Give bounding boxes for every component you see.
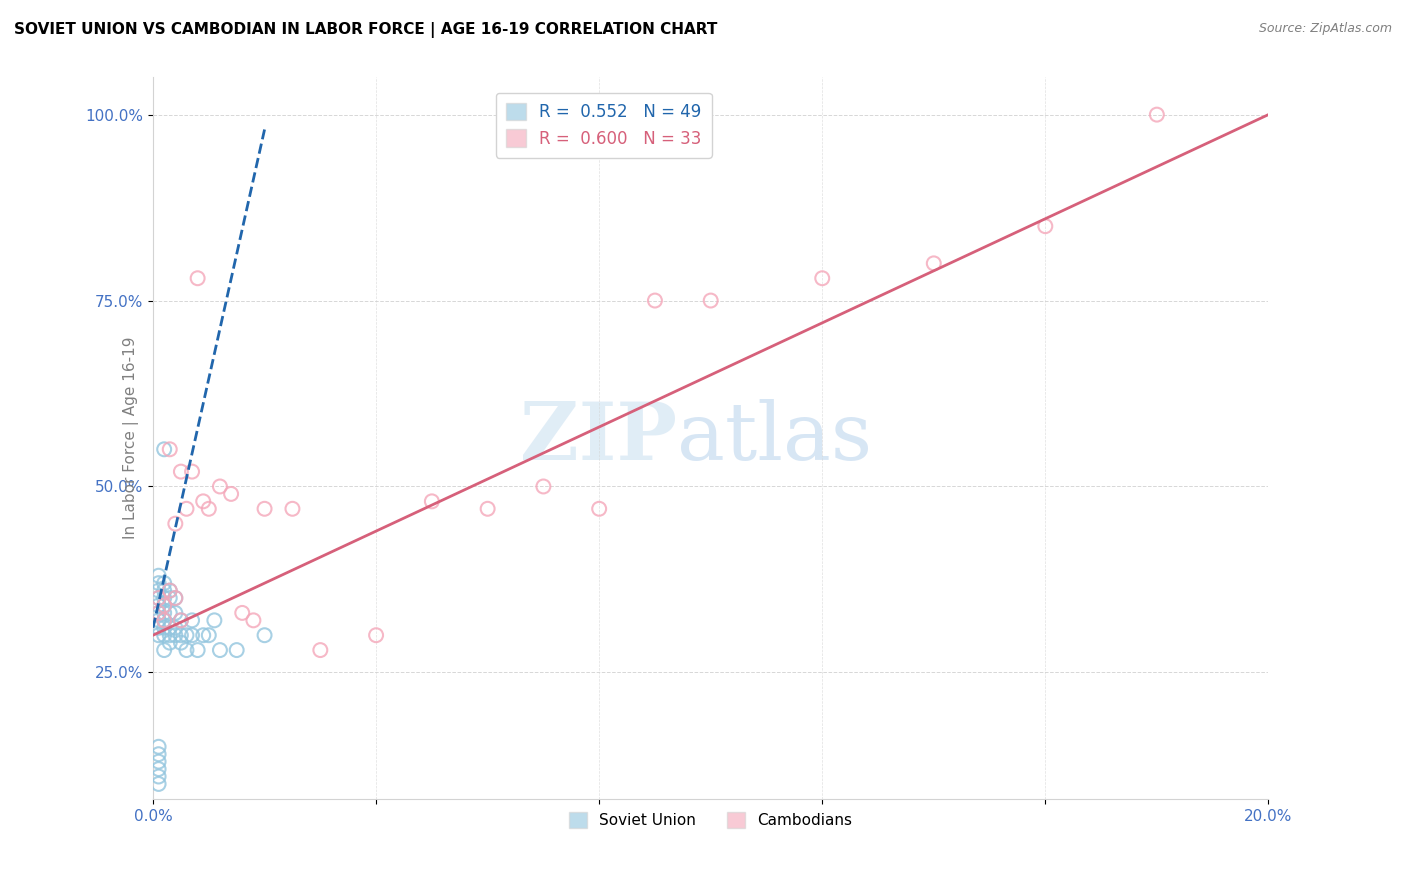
Text: SOVIET UNION VS CAMBODIAN IN LABOR FORCE | AGE 16-19 CORRELATION CHART: SOVIET UNION VS CAMBODIAN IN LABOR FORCE… [14, 22, 717, 38]
Point [170, 635, 193, 649]
Point [253, 628, 276, 642]
Point [159, 621, 181, 635]
Point [153, 621, 176, 635]
Point [153, 606, 176, 620]
Point [170, 465, 193, 479]
Point [202, 613, 225, 627]
Point [148, 576, 170, 591]
Point [159, 628, 181, 642]
Point [153, 591, 176, 605]
Legend: Soviet Union, Cambodians: Soviet Union, Cambodians [562, 806, 859, 835]
Point [159, 591, 181, 605]
Point [153, 613, 176, 627]
Point [176, 628, 198, 642]
Point [208, 643, 231, 657]
Point [159, 583, 181, 598]
Point [165, 516, 187, 531]
Point [644, 293, 666, 308]
Point [187, 643, 209, 657]
Text: ZIP: ZIP [520, 399, 678, 477]
Point [148, 606, 170, 620]
Point [176, 643, 198, 657]
Point [197, 501, 219, 516]
Point [219, 487, 242, 501]
Point [225, 643, 247, 657]
Point [170, 628, 193, 642]
Point [148, 762, 170, 776]
Point [148, 599, 170, 613]
Point [148, 755, 170, 769]
Point [811, 271, 834, 285]
Point [181, 628, 204, 642]
Point [153, 583, 176, 598]
Point [281, 501, 304, 516]
Point [165, 628, 187, 642]
Point [197, 628, 219, 642]
Point [148, 777, 170, 791]
Y-axis label: In Labor Force | Age 16-19: In Labor Force | Age 16-19 [124, 337, 139, 540]
Point [181, 465, 204, 479]
Point [148, 628, 170, 642]
Point [242, 613, 264, 627]
Point [193, 628, 215, 642]
Point [148, 621, 170, 635]
Point [420, 494, 443, 508]
Point [531, 479, 554, 493]
Point [148, 591, 170, 605]
Point [153, 576, 176, 591]
Point [153, 613, 176, 627]
Point [170, 613, 193, 627]
Point [922, 256, 945, 270]
Point [193, 494, 215, 508]
Point [159, 583, 181, 598]
Point [153, 643, 176, 657]
Point [165, 591, 187, 605]
Point [148, 606, 170, 620]
Point [153, 599, 176, 613]
Point [165, 606, 187, 620]
Point [153, 442, 176, 457]
Point [153, 628, 176, 642]
Point [148, 770, 170, 784]
Point [1033, 219, 1056, 234]
Point [588, 501, 610, 516]
Point [1146, 108, 1168, 122]
Point [364, 628, 387, 642]
Point [699, 293, 721, 308]
Point [153, 599, 176, 613]
Text: atlas: atlas [678, 399, 872, 477]
Point [165, 621, 187, 635]
Point [148, 613, 170, 627]
Point [148, 739, 170, 754]
Point [165, 591, 187, 605]
Point [181, 613, 204, 627]
Point [159, 635, 181, 649]
Point [159, 606, 181, 620]
Point [187, 271, 209, 285]
Point [309, 643, 332, 657]
Point [170, 613, 193, 627]
Point [176, 501, 198, 516]
Point [148, 583, 170, 598]
Point [148, 591, 170, 605]
Point [253, 501, 276, 516]
Point [231, 606, 253, 620]
Point [148, 747, 170, 762]
Point [477, 501, 499, 516]
Point [159, 442, 181, 457]
Text: Source: ZipAtlas.com: Source: ZipAtlas.com [1258, 22, 1392, 36]
Point [208, 479, 231, 493]
Point [148, 568, 170, 582]
